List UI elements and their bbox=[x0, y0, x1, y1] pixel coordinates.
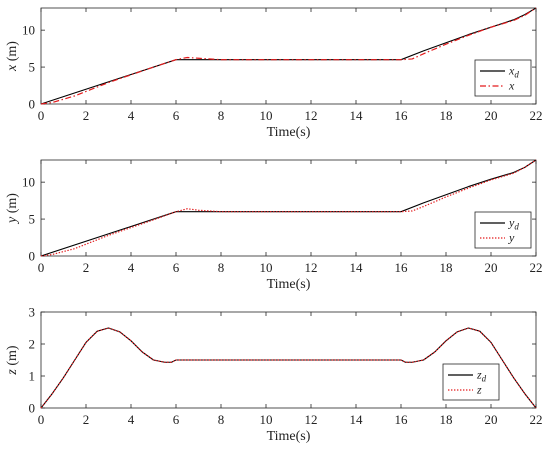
legend-label-name: x bbox=[508, 79, 515, 93]
x-tick-label: 16 bbox=[395, 412, 409, 427]
x-tick-label: 10 bbox=[260, 260, 273, 275]
y-axis-label-var: z bbox=[5, 369, 20, 376]
y-tick-label: 3 bbox=[29, 305, 36, 320]
x-tick-label: 2 bbox=[83, 260, 90, 275]
x-tick-label: 12 bbox=[305, 260, 318, 275]
series-line-y-d bbox=[40, 159, 537, 257]
x-tick-label: 16 bbox=[395, 260, 409, 275]
x-axis-label: Time(s) bbox=[267, 277, 311, 292]
legend-label-name: z bbox=[476, 383, 482, 397]
x-tick-label: 20 bbox=[485, 412, 498, 427]
x-tick-label: 0 bbox=[38, 412, 45, 427]
y-axis-label: x (m) bbox=[5, 41, 20, 72]
x-tick-label: 18 bbox=[440, 108, 453, 123]
x-tick-label: 6 bbox=[173, 412, 180, 427]
legend: ydy bbox=[474, 211, 532, 249]
legend-label: x bbox=[508, 79, 515, 93]
x-axis-label: Time(s) bbox=[267, 429, 311, 444]
x-tick-label: 20 bbox=[485, 108, 498, 123]
y-axis-label-unit: (m) bbox=[5, 41, 20, 65]
x-tick-label: 2 bbox=[83, 412, 90, 427]
y-axis-label-var: y bbox=[5, 216, 20, 225]
x-tick-label: 8 bbox=[218, 260, 225, 275]
x-tick-label: 4 bbox=[128, 412, 135, 427]
series-line-y bbox=[40, 159, 537, 257]
plot-frame bbox=[40, 311, 537, 409]
legend-label-subscript: d bbox=[514, 222, 519, 232]
y-tick-label: 1 bbox=[29, 369, 36, 384]
y-tick-label: 5 bbox=[29, 212, 36, 227]
y-tick-label: 0 bbox=[29, 401, 36, 416]
plot-frame bbox=[40, 159, 537, 257]
legend-label: yd bbox=[508, 216, 519, 232]
legend-label: zd bbox=[476, 368, 487, 384]
x-axis-label: Time(s) bbox=[267, 125, 311, 140]
x-tick-label: 6 bbox=[173, 260, 180, 275]
legend-label: y bbox=[508, 231, 515, 245]
y-axis-label: y (m) bbox=[5, 193, 20, 225]
legend-label: xd bbox=[508, 64, 519, 80]
series-line-z bbox=[40, 327, 537, 409]
y-axis-label: z (m) bbox=[5, 345, 20, 376]
x-tick-label: 12 bbox=[305, 412, 318, 427]
x-tick-label: 14 bbox=[350, 108, 364, 123]
x-tick-label: 12 bbox=[305, 108, 318, 123]
x-tick-label: 20 bbox=[485, 260, 498, 275]
y-axis-label-unit: (m) bbox=[5, 345, 20, 369]
legend-box bbox=[474, 59, 532, 97]
y-tick-label: 5 bbox=[29, 60, 36, 75]
y-tick-label: 2 bbox=[29, 337, 36, 352]
y-tick-label: 10 bbox=[22, 175, 35, 190]
x-tick-label: 14 bbox=[350, 260, 364, 275]
x-tick-label: 8 bbox=[218, 412, 225, 427]
y-tick-label: 0 bbox=[29, 249, 36, 264]
legend-box bbox=[442, 363, 500, 401]
x-tick-label: 18 bbox=[440, 260, 453, 275]
legend-label-name: z bbox=[476, 368, 482, 382]
y-tick-label: 0 bbox=[29, 97, 36, 112]
x-tick-label: 18 bbox=[440, 412, 453, 427]
legend-box bbox=[474, 211, 532, 249]
x-tick-label: 0 bbox=[38, 260, 45, 275]
legend-label-name: y bbox=[508, 216, 515, 230]
y-axis-label-var: x bbox=[5, 64, 20, 72]
legend-label-name: x bbox=[508, 64, 515, 78]
x-tick-label: 14 bbox=[350, 412, 364, 427]
x-tick-label: 10 bbox=[260, 412, 273, 427]
series-line-x bbox=[40, 7, 537, 105]
x-tick-label: 16 bbox=[395, 108, 409, 123]
legend: zdz bbox=[442, 363, 500, 401]
legend-label-name: y bbox=[508, 231, 515, 245]
x-tick-label: 6 bbox=[173, 108, 180, 123]
x-tick-label: 4 bbox=[128, 108, 135, 123]
x-tick-label: 0 bbox=[38, 108, 45, 123]
x-tick-label: 22 bbox=[530, 108, 543, 123]
x-tick-label: 4 bbox=[128, 260, 135, 275]
series-line-x-d bbox=[40, 7, 537, 105]
x-tick-label: 2 bbox=[83, 108, 90, 123]
plot-frame bbox=[40, 7, 537, 105]
x-tick-label: 22 bbox=[530, 260, 543, 275]
y-tick-label: 10 bbox=[22, 23, 35, 38]
x-tick-label: 8 bbox=[218, 108, 225, 123]
legend-label-subscript: d bbox=[482, 374, 487, 384]
legend-label: z bbox=[476, 383, 482, 397]
x-tick-label: 10 bbox=[260, 108, 273, 123]
legend: xdx bbox=[474, 59, 532, 97]
legend-label-subscript: d bbox=[514, 70, 519, 80]
y-axis-label-unit: (m) bbox=[5, 193, 20, 217]
x-tick-label: 22 bbox=[530, 412, 543, 427]
